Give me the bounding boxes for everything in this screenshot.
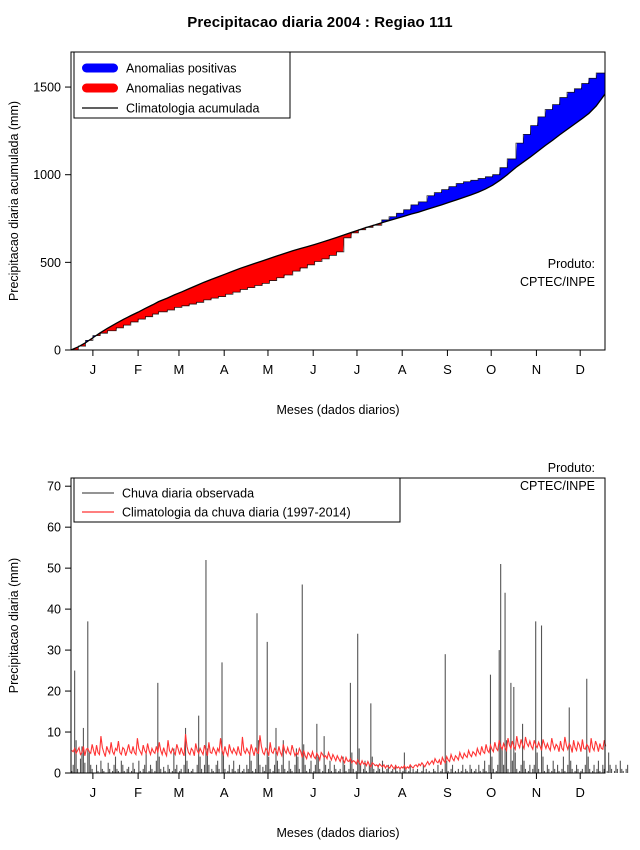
x-month-label: J: [90, 785, 97, 800]
x-axis-title: Meses (dados diarios): [277, 403, 400, 417]
x-month-label: A: [220, 785, 229, 800]
x-month-label: N: [532, 785, 541, 800]
legend-label: Anomalias negativas: [126, 82, 241, 96]
legend-label: Chuva diaria observada: [122, 487, 254, 501]
plot-frame: [70, 51, 606, 351]
legend-swatch: [82, 63, 118, 73]
y-tick-label: 1500: [33, 81, 61, 95]
x-month-label: J: [90, 362, 97, 377]
x-month-label: A: [398, 785, 407, 800]
x-month-label: M: [263, 362, 274, 377]
x-month-label: F: [134, 785, 142, 800]
y-tick-label: 60: [47, 521, 61, 535]
legend-label: Climatologia acumulada: [126, 102, 259, 116]
y-tick-label: 0: [54, 344, 61, 358]
legend-swatch: [82, 83, 118, 93]
x-month-label: J: [354, 362, 361, 377]
x-month-label: M: [263, 785, 274, 800]
accumulated-chart-svg: 0 500 1000 1500 Precipitacao diaria acumulad…: [7, 51, 606, 417]
legend-label: Anomalias positivas: [126, 62, 236, 76]
daily-chart-svg: 0 10 20 30 40 50 60 70 Precipitacao diaria (mm) J…: [7, 461, 629, 840]
positive-anomaly-area: [382, 73, 605, 223]
y-tick-label: 500: [40, 256, 61, 270]
x-month-label: D: [576, 362, 585, 377]
x-month-label: S: [443, 785, 452, 800]
x-month-label: D: [576, 785, 585, 800]
x-month-label: M: [174, 362, 185, 377]
x-month-label: N: [532, 362, 541, 377]
x-month-label: O: [486, 362, 496, 377]
credit-line-2: CPTEC/INPE: [520, 275, 595, 289]
x-month-label: F: [134, 362, 142, 377]
accumulated-precipitation-panel: Precipitacao diaria 2004 : Regiao 111 0 5…: [7, 14, 606, 417]
daily-precipitation-panel: 0 10 20 30 40 50 60 70 Precipitacao diaria (mm) J…: [0, 430, 640, 850]
x-month-label: A: [398, 362, 407, 377]
x-month-label: M: [174, 785, 185, 800]
y-tick-label: 1000: [33, 168, 61, 182]
y-tick-label: 10: [47, 726, 61, 740]
y-tick-label: 70: [47, 480, 61, 494]
y-tick-label: 50: [47, 562, 61, 576]
y-tick-label: 0: [54, 767, 61, 781]
legend-label: Climatologia da chuva diaria (1997-2014): [122, 506, 351, 520]
y-axis-title: Precipitacao diaria acumulada (mm): [7, 101, 21, 301]
negative-anomaly-area: [97, 230, 358, 336]
x-month-label: O: [486, 785, 496, 800]
y-axis-title: Precipitacao diaria (mm): [7, 558, 21, 693]
credit-line-1: Produto:: [548, 461, 595, 475]
x-month-label: J: [354, 785, 361, 800]
credit-line-1: Produto:: [548, 257, 595, 271]
observed-accumulated-line: [71, 67, 606, 351]
y-tick-label: 40: [47, 603, 61, 617]
page-title: Precipitacao diaria 2004 : Regiao 111: [187, 14, 453, 31]
y-tick-label: 30: [47, 644, 61, 658]
climatology-accumulated-line: [70, 93, 606, 351]
observed-daily-bars: [71, 559, 629, 773]
x-month-label: J: [310, 362, 317, 377]
climatology-daily-line: [71, 734, 607, 771]
x-month-label: A: [220, 362, 229, 377]
credit-line-2: CPTEC/INPE: [520, 479, 595, 493]
x-axis-title: Meses (dados diarios): [277, 826, 400, 840]
legend-box: [73, 477, 401, 523]
x-month-label: S: [443, 362, 452, 377]
x-month-label: J: [310, 785, 317, 800]
y-tick-label: 20: [47, 685, 61, 699]
